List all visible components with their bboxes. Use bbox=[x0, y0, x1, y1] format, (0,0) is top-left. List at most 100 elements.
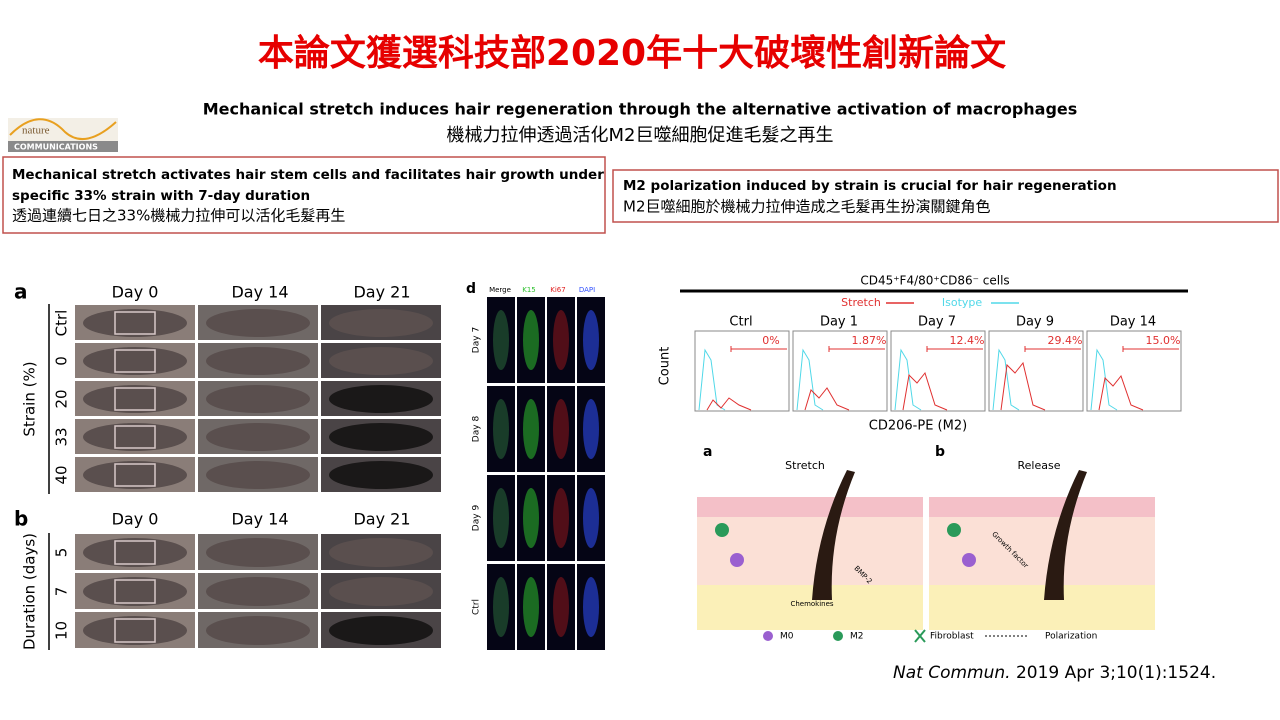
macrophage bbox=[730, 553, 744, 567]
isotype-curve bbox=[796, 348, 824, 411]
flow-panel-label: Day 1 bbox=[820, 315, 858, 330]
citation-text: Nat Commun. 2019 Apr 3;10(1):1524. bbox=[893, 663, 1216, 683]
isotype-curve bbox=[1090, 348, 1118, 411]
logo-wave bbox=[9, 118, 117, 141]
diagram-legend: Polarization bbox=[1045, 632, 1097, 642]
row-label: Day 7 bbox=[472, 327, 482, 353]
figures: a Day 0 Day 14 Day 21 Ctrl 0 20 33 40 Strain (%) b… bbox=[14, 274, 1188, 650]
row-label: 40 bbox=[53, 465, 71, 484]
stain bbox=[553, 399, 569, 459]
stretch-curve bbox=[1000, 361, 1046, 411]
mouse-back bbox=[206, 616, 310, 645]
mouse-back bbox=[83, 577, 187, 606]
column-header: Day 14 bbox=[231, 283, 288, 302]
logo: nature COMMUNICATIONS bbox=[8, 118, 118, 152]
diagram-title: Release bbox=[1018, 459, 1061, 472]
row-label: Ctrl bbox=[472, 599, 482, 615]
column-header: Day 0 bbox=[112, 283, 159, 302]
flow-panel bbox=[890, 330, 986, 412]
diagram-label: Chemokines bbox=[790, 600, 833, 608]
flow-pct: 12.4% bbox=[950, 334, 985, 347]
channel-label: DAPI bbox=[579, 286, 595, 294]
row-label: 7 bbox=[53, 587, 71, 597]
box-1-zh: 透過連續七日之33%機械力拉伸可以活化毛髮再生 bbox=[12, 207, 345, 225]
fat-layer bbox=[697, 585, 923, 630]
mouse-back bbox=[83, 538, 187, 567]
flow-title: CD45⁺F4/80⁺CD86⁻ cells bbox=[860, 274, 1009, 288]
hair bbox=[1044, 470, 1087, 600]
box-1-en-2: specific 33% strain with 7-day duration bbox=[12, 188, 310, 204]
column-header: Day 0 bbox=[112, 510, 159, 529]
stretch-curve bbox=[804, 387, 850, 411]
stretch-device bbox=[114, 387, 156, 411]
hair bbox=[812, 470, 855, 600]
flow-panel-label: Day 9 bbox=[1016, 315, 1054, 330]
legend-m2 bbox=[833, 631, 843, 641]
mouse-back bbox=[329, 347, 433, 375]
epidermis bbox=[697, 497, 923, 517]
mouse-back bbox=[83, 461, 187, 489]
stain bbox=[553, 577, 569, 637]
mouse-back bbox=[206, 423, 310, 451]
channel-label: Merge bbox=[489, 286, 511, 294]
flow-panel-label: Day 14 bbox=[1110, 315, 1156, 330]
citation: Nat Commun. 2019 Apr 3;10(1):1524. bbox=[893, 663, 1216, 683]
isotype-curve bbox=[992, 348, 1020, 411]
mouse-back bbox=[206, 309, 310, 337]
legend-stretch: Stretch bbox=[841, 296, 881, 309]
channel-label: K15 bbox=[522, 286, 536, 294]
micrograph bbox=[547, 297, 575, 383]
stretch-curve bbox=[902, 371, 948, 411]
box-2 bbox=[612, 169, 1279, 223]
logo-line1: nature bbox=[22, 125, 50, 137]
channel-label: Ki67 bbox=[550, 286, 565, 294]
stretch-device bbox=[114, 579, 156, 604]
mouse-back bbox=[329, 423, 433, 451]
flow-panel-label: Ctrl bbox=[729, 315, 752, 330]
mouse-back bbox=[83, 385, 187, 413]
fat-layer bbox=[929, 585, 1155, 630]
mouse-back bbox=[206, 538, 310, 567]
panel-letter: b bbox=[14, 507, 28, 531]
stretch-device bbox=[114, 349, 156, 373]
stain bbox=[583, 310, 599, 370]
panel-letter: d bbox=[466, 281, 476, 297]
flow-panel bbox=[988, 330, 1084, 412]
row-label: Day 9 bbox=[472, 505, 482, 532]
stretch-device bbox=[114, 463, 156, 487]
stretch-curve bbox=[1098, 374, 1144, 411]
axis-label: Duration (days) bbox=[21, 533, 39, 650]
diagram-letter: a bbox=[703, 444, 712, 460]
stretch-device bbox=[114, 311, 156, 335]
epidermis bbox=[929, 497, 1155, 517]
mouse-back bbox=[206, 461, 310, 489]
stain bbox=[493, 310, 509, 370]
stain bbox=[493, 577, 509, 637]
row-label: Day 8 bbox=[472, 416, 482, 443]
stain bbox=[523, 577, 539, 637]
stretch-device bbox=[114, 618, 156, 643]
stain bbox=[583, 577, 599, 637]
diagram-title: Stretch bbox=[785, 459, 825, 472]
citation-journal: Nat Commun. bbox=[893, 663, 1011, 683]
mouse-back bbox=[329, 538, 433, 567]
flow-panel bbox=[1086, 330, 1182, 412]
mouse-back bbox=[329, 461, 433, 489]
micrograph bbox=[547, 386, 575, 472]
flow-pct: 15.0% bbox=[1146, 334, 1181, 347]
mouse-back bbox=[329, 385, 433, 413]
column-header: Day 21 bbox=[353, 510, 410, 529]
diagram-letter: b bbox=[935, 444, 945, 460]
macrophage bbox=[962, 553, 976, 567]
diagram-legend: M0 bbox=[780, 632, 794, 642]
subtitle-en: Mechanical stretch induces hair regenera… bbox=[203, 100, 1078, 119]
subtitle-zh: 機械力拉伸透過活化M2巨噬細胞促進毛髮之再生 bbox=[447, 124, 834, 146]
micrograph bbox=[547, 564, 575, 650]
mouse-back bbox=[83, 347, 187, 375]
legend-m0 bbox=[763, 631, 773, 641]
mouse-back bbox=[206, 577, 310, 606]
row-label: 10 bbox=[53, 621, 71, 640]
row-label: 0 bbox=[53, 356, 71, 366]
row-label: 5 bbox=[53, 548, 71, 558]
